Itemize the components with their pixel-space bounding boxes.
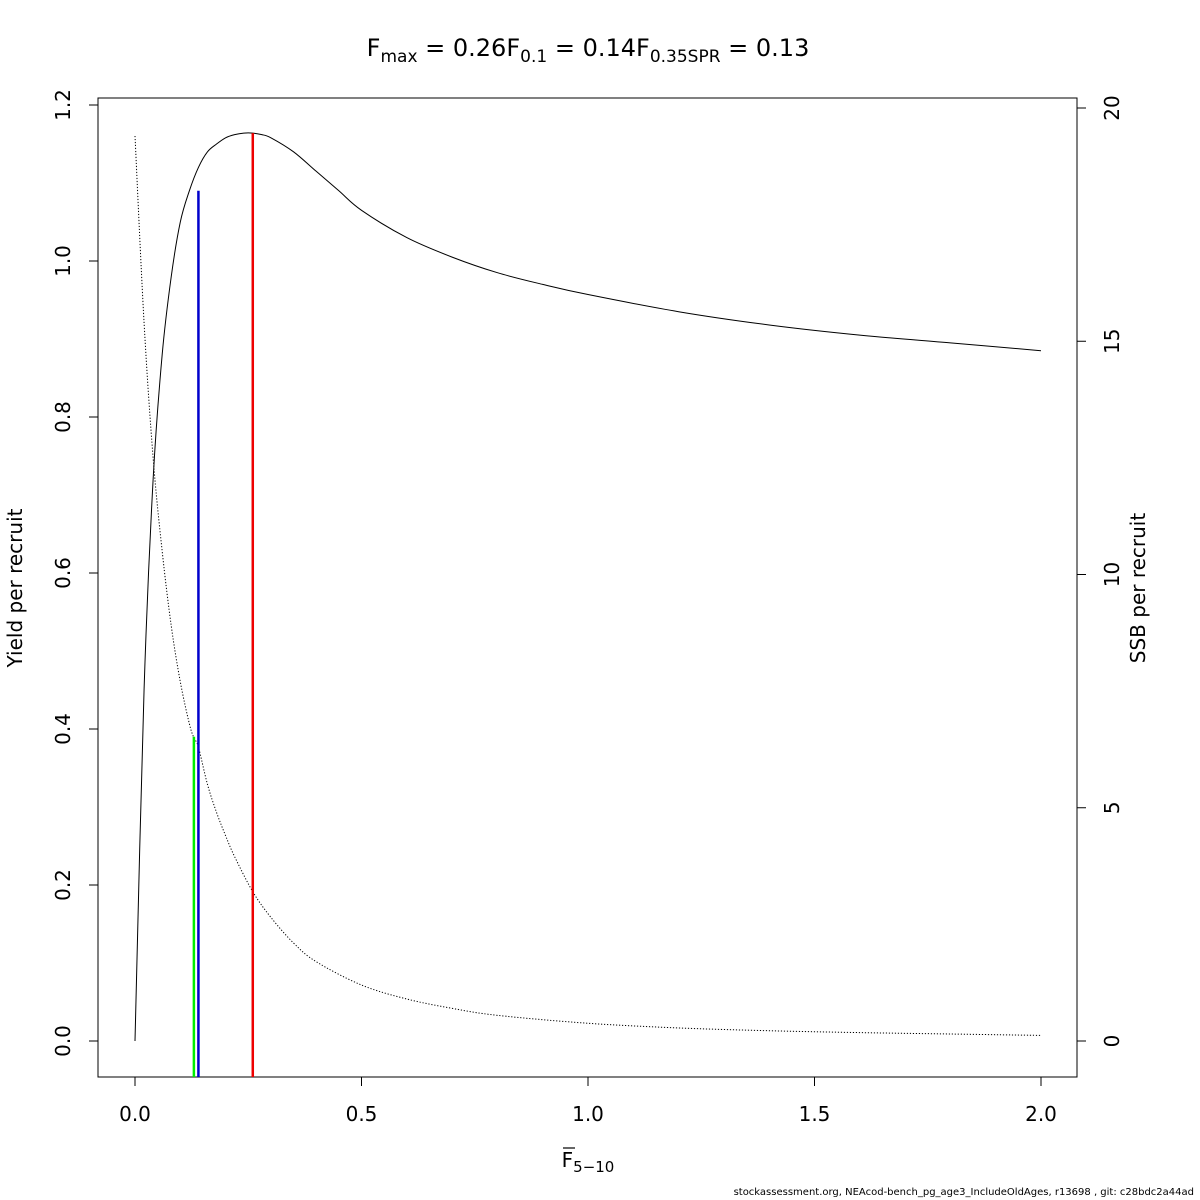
y-left-tick-label: 0.6	[51, 557, 75, 589]
title-fspr-sub: 0.35SPR	[650, 47, 721, 67]
series-layer	[134, 132, 1042, 1042]
svg-text:F5−10: F5−10	[562, 1148, 615, 1176]
y-right-tick-label: 10	[1100, 562, 1124, 587]
x-tick-label: 2.0	[1025, 1102, 1057, 1126]
x-axis-label: F5−10	[562, 1147, 615, 1176]
x-tick-label: 0.0	[119, 1102, 151, 1126]
y-left-axis-label: Yield per recruit	[3, 508, 27, 668]
x-tick-label: 1.0	[572, 1102, 604, 1126]
y-right-tick-label: 20	[1100, 95, 1124, 120]
ssb-per-recruit-curve	[134, 135, 1042, 1036]
reference-lines	[192, 133, 255, 1077]
plot-frame	[97, 97, 1078, 1078]
y-left-tick-label: 0.2	[51, 869, 75, 901]
x-tick-label: 1.5	[799, 1102, 831, 1126]
title-fmax-sym: F	[367, 34, 381, 62]
chart-title: Fmax = 0.26F0.1 = 0.14F0.35SPR = 0.13	[367, 34, 810, 67]
y-left-tick-label: 1.0	[51, 245, 75, 277]
y-left-tick-label: 0.4	[51, 713, 75, 745]
title-fmax-value: 0.26	[453, 34, 506, 62]
title-f01-sub: 0.1	[520, 47, 547, 67]
y-right-tick-label: 0	[1100, 1035, 1124, 1048]
title-f01-value: 0.14	[583, 34, 636, 62]
y-right-tick-label: 5	[1100, 801, 1124, 814]
x-axis-label-sub: 5−10	[573, 1158, 614, 1176]
x-tick-label: 0.5	[346, 1102, 378, 1126]
title-f01-sym: F	[506, 34, 520, 62]
yield-per-recruit-curve	[134, 132, 1042, 1042]
title-fspr-sym: F	[636, 34, 650, 62]
y-left-tick-label: 0.0	[51, 1025, 75, 1057]
title-fspr-value: 0.13	[756, 34, 809, 62]
y-left-tick-label: 0.8	[51, 401, 75, 433]
y-right-axis-label: SSB per recruit	[1126, 513, 1150, 664]
title-fmax-sub: max	[380, 47, 417, 67]
y-left-tick-label: 1.2	[51, 89, 75, 121]
x-axis-label-sym: F	[562, 1148, 574, 1172]
axes: 0.0 0.5 1.0 1.5 2.0 0.0 0.2 0.4 0.6 0.8 1.0 1.2 0 5 10…	[51, 89, 1124, 1126]
footer-source: stockassessment.org, NEAcod-bench_pg_age…	[733, 1187, 1194, 1198]
y-right-tick-label: 15	[1100, 329, 1124, 354]
